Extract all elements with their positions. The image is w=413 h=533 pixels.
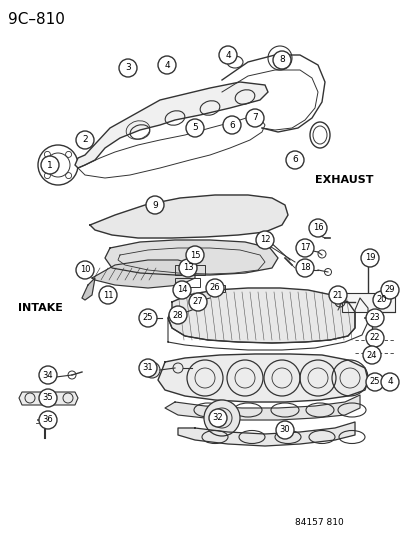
Text: 4: 4: [225, 51, 230, 60]
Polygon shape: [92, 260, 195, 288]
Circle shape: [39, 389, 57, 407]
Circle shape: [245, 109, 263, 127]
Text: 84157 810: 84157 810: [294, 518, 343, 527]
Text: 28: 28: [172, 311, 183, 319]
Text: 32: 32: [212, 414, 223, 423]
Circle shape: [144, 362, 159, 378]
Circle shape: [218, 46, 236, 64]
Circle shape: [139, 309, 157, 327]
Circle shape: [173, 281, 190, 299]
Circle shape: [169, 306, 187, 324]
Circle shape: [365, 329, 383, 347]
Circle shape: [139, 359, 157, 377]
Polygon shape: [105, 240, 277, 275]
Circle shape: [362, 346, 380, 364]
Polygon shape: [168, 288, 354, 343]
Circle shape: [178, 259, 197, 277]
Circle shape: [275, 421, 293, 439]
Circle shape: [328, 286, 346, 304]
Text: 9: 9: [152, 200, 157, 209]
Polygon shape: [341, 293, 394, 312]
Text: 4: 4: [386, 377, 392, 386]
Circle shape: [76, 131, 94, 149]
Circle shape: [365, 373, 383, 391]
Circle shape: [185, 119, 204, 137]
Circle shape: [158, 56, 176, 74]
Circle shape: [206, 279, 223, 297]
Circle shape: [146, 196, 164, 214]
Circle shape: [99, 286, 117, 304]
Text: 15: 15: [189, 251, 200, 260]
Text: 22: 22: [369, 334, 379, 343]
Text: 23: 23: [369, 313, 380, 322]
Circle shape: [189, 293, 206, 311]
Text: 13: 13: [182, 263, 193, 272]
Text: 7: 7: [252, 114, 257, 123]
Text: 1: 1: [47, 160, 53, 169]
Polygon shape: [90, 195, 287, 238]
Text: 35: 35: [43, 393, 53, 402]
Text: 31: 31: [142, 364, 153, 373]
Circle shape: [185, 246, 204, 264]
Circle shape: [360, 249, 378, 267]
Circle shape: [41, 156, 59, 174]
Text: 27: 27: [192, 297, 203, 306]
Circle shape: [285, 151, 303, 169]
Circle shape: [308, 219, 326, 237]
Circle shape: [380, 373, 398, 391]
Polygon shape: [178, 422, 354, 446]
Text: 30: 30: [279, 425, 290, 434]
Circle shape: [209, 409, 226, 427]
Text: 24: 24: [366, 351, 376, 359]
Circle shape: [365, 309, 383, 327]
Text: 9C–810: 9C–810: [8, 12, 65, 27]
Polygon shape: [75, 82, 267, 168]
Text: 25: 25: [142, 313, 153, 322]
Text: 25: 25: [369, 377, 379, 386]
Circle shape: [295, 259, 313, 277]
Text: INTAKE: INTAKE: [18, 303, 63, 313]
Polygon shape: [82, 278, 95, 300]
Text: 18: 18: [299, 263, 310, 272]
Text: 5: 5: [192, 124, 197, 133]
Text: 14: 14: [176, 286, 187, 295]
Polygon shape: [158, 354, 367, 402]
Text: 36: 36: [43, 416, 53, 424]
Circle shape: [76, 261, 94, 279]
Text: 11: 11: [102, 290, 113, 300]
Circle shape: [204, 400, 240, 436]
Polygon shape: [19, 392, 78, 405]
Text: 29: 29: [384, 286, 394, 295]
Text: 6: 6: [228, 120, 234, 130]
Circle shape: [295, 239, 313, 257]
Text: 19: 19: [364, 254, 374, 262]
Text: 16: 16: [312, 223, 323, 232]
Text: 4: 4: [164, 61, 169, 69]
Text: 10: 10: [80, 265, 90, 274]
Circle shape: [380, 281, 398, 299]
Circle shape: [119, 59, 137, 77]
Text: 20: 20: [376, 295, 386, 304]
Text: 2: 2: [82, 135, 88, 144]
Circle shape: [39, 366, 57, 384]
Text: 8: 8: [278, 55, 284, 64]
Text: 34: 34: [43, 370, 53, 379]
Text: 3: 3: [125, 63, 131, 72]
Text: 6: 6: [292, 156, 297, 165]
Circle shape: [39, 411, 57, 429]
Text: 21: 21: [332, 290, 342, 300]
Circle shape: [272, 51, 290, 69]
Text: EXHAUST: EXHAUST: [314, 175, 373, 185]
Text: 17: 17: [299, 244, 310, 253]
Text: 26: 26: [209, 284, 220, 293]
Circle shape: [372, 291, 390, 309]
Circle shape: [223, 116, 240, 134]
Text: 12: 12: [259, 236, 270, 245]
Circle shape: [255, 231, 273, 249]
Polygon shape: [165, 395, 359, 420]
